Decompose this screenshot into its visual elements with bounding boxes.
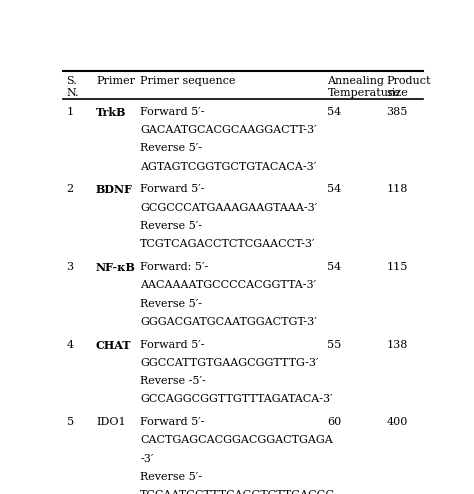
Text: Reverse 5′-: Reverse 5′-: [140, 472, 202, 482]
Text: NF-κB: NF-κB: [96, 262, 136, 273]
Text: Reverse 5′-: Reverse 5′-: [140, 298, 202, 309]
Text: 400: 400: [386, 417, 408, 427]
Text: 118: 118: [386, 184, 408, 195]
Text: Forward: 5′-: Forward: 5′-: [140, 262, 208, 272]
Text: AACAAAATGCCCCACGGTTA-3′: AACAAAATGCCCCACGGTTA-3′: [140, 280, 316, 290]
Text: -3′: -3′: [140, 453, 154, 464]
Text: 55: 55: [328, 339, 342, 350]
Text: 5: 5: [66, 417, 74, 427]
Text: Forward 5′-: Forward 5′-: [140, 107, 205, 117]
Text: Primer sequence: Primer sequence: [140, 77, 236, 86]
Text: TCGTCAGACCTCTCGAACCT-3′: TCGTCAGACCTCTCGAACCT-3′: [140, 239, 316, 249]
Text: S.
N.: S. N.: [66, 77, 79, 98]
Text: IDO1: IDO1: [96, 417, 126, 427]
Text: 1: 1: [66, 107, 74, 117]
Text: 385: 385: [386, 107, 408, 117]
Text: GGGACGATGCAATGGACTGT-3′: GGGACGATGCAATGGACTGT-3′: [140, 317, 317, 327]
Text: 54: 54: [328, 107, 342, 117]
Text: AGTAGTCGGTGCTGTACACA-3′: AGTAGTCGGTGCTGTACACA-3′: [140, 162, 316, 171]
Text: 4: 4: [66, 339, 74, 350]
Text: 60: 60: [328, 417, 342, 427]
Text: Forward 5′-: Forward 5′-: [140, 339, 205, 350]
Text: GCGCCCATGAAAGAAGTAAA-3′: GCGCCCATGAAAGAAGTAAA-3′: [140, 203, 317, 213]
Text: GACAATGCACGCAAGGACTT-3′: GACAATGCACGCAAGGACTT-3′: [140, 125, 317, 135]
Text: Product
size: Product size: [386, 77, 431, 98]
Text: Annealing
Temperature: Annealing Temperature: [328, 77, 400, 98]
Text: BDNF: BDNF: [96, 184, 133, 196]
Text: 54: 54: [328, 184, 342, 195]
Text: 2: 2: [66, 184, 74, 195]
Text: Primer: Primer: [96, 77, 135, 86]
Text: Reverse 5′-: Reverse 5′-: [140, 143, 202, 153]
Text: TCCAATGCTTTCAGGTCTTGACGC-: TCCAATGCTTTCAGGTCTTGACGC-: [140, 490, 339, 494]
Text: 115: 115: [386, 262, 408, 272]
Text: TrkB: TrkB: [96, 107, 127, 118]
Text: 138: 138: [386, 339, 408, 350]
Text: Forward 5′-: Forward 5′-: [140, 417, 205, 427]
Text: 3: 3: [66, 262, 74, 272]
Text: Reverse 5′-: Reverse 5′-: [140, 221, 202, 231]
Text: GCCAGGCGGTTGTTTAGATACA-3′: GCCAGGCGGTTGTTTAGATACA-3′: [140, 394, 333, 405]
Text: Forward 5′-: Forward 5′-: [140, 184, 205, 195]
Text: Reverse -5′-: Reverse -5′-: [140, 376, 206, 386]
Text: CHAT: CHAT: [96, 339, 131, 351]
Text: CACTGAGCACGGACGGACTGAGA: CACTGAGCACGGACGGACTGAGA: [140, 436, 333, 446]
Text: 54: 54: [328, 262, 342, 272]
Text: GGCCATTGTGAAGCGGTTTG-3′: GGCCATTGTGAAGCGGTTTG-3′: [140, 358, 319, 368]
